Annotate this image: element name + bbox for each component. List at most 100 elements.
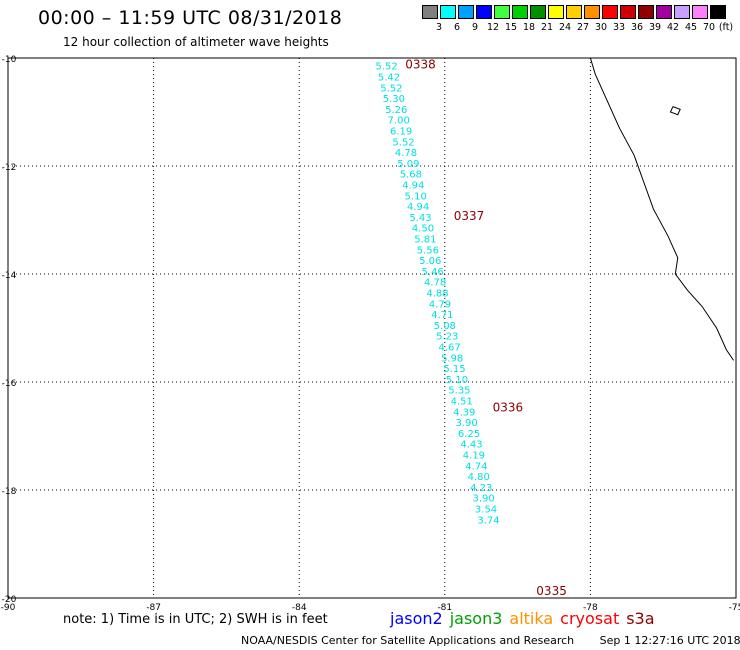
coastline [589,57,734,361]
wave-height-value: 5.46 [422,267,444,278]
wave-height-value: 4.67 [439,343,461,354]
y-tick-label: -12 [2,163,17,173]
legend-label: 36 [630,22,644,33]
legend-label: 42 [666,22,680,33]
satellite-jason3: jason3 [449,609,503,628]
legend-label: 27 [576,22,590,33]
y-tick-label: -16 [2,379,17,389]
legend-label: 18 [522,22,536,33]
map-title: 00:00 – 11:59 UTC 08/31/2018 [38,7,343,29]
legend-label: 3 [435,22,443,33]
legend-swatch [674,5,690,19]
units-note: note: 1) Time is in UTC; 2) SWH is in fe… [63,612,328,627]
wave-height-value: 4.80 [468,472,490,483]
wave-height-value: 5.98 [441,353,463,364]
wave-height-value: 4.94 [402,181,424,192]
wave-height-value: 5.52 [380,83,402,94]
x-tick-label: -81 [437,603,452,613]
wave-height-value: 4.43 [460,440,482,451]
satellite-s3a: s3a [626,609,655,628]
legend-swatch [422,5,438,19]
legend-unit: (ft) [718,22,734,33]
x-tick-label: -78 [583,603,598,613]
wave-height-value: 5.30 [383,94,405,105]
legend-swatch [512,5,528,19]
wave-height-value: 5.43 [409,213,431,224]
x-tick-label: -75 [729,603,740,613]
legend-swatch [548,5,564,19]
wave-height-value: 4.78 [395,148,417,159]
legend-label: 45 [684,22,698,33]
legend-label: 9 [471,22,479,33]
wave-height-value: 5.26 [385,105,407,116]
legend-swatch [458,5,474,19]
wave-height-value: 4.78 [424,278,446,289]
wave-height-value: 5.23 [436,332,458,343]
wave-height-value: 4.88 [426,289,448,300]
x-tick-label: -84 [292,603,307,613]
wave-height-value: 5.56 [417,245,439,256]
wave-height-value: 5.42 [378,73,400,84]
island-outline [669,106,681,116]
legend-label: 33 [612,22,626,33]
legend-swatch [530,5,546,19]
credit-text: NOAA/NESDIS Center for Satellite Applica… [241,634,575,647]
legend-swatch [710,5,726,19]
legend-label: 15 [504,22,518,33]
wave-height-value: 7.00 [388,116,410,127]
map-frame [7,57,737,599]
legend-label: 6 [453,22,461,33]
wave-height-value: 5.10 [405,191,427,202]
wave-height-value: 5.08 [434,321,456,332]
y-tick-label: -10 [2,55,17,65]
pass-time-label: 0337 [454,209,485,223]
legend-label: 30 [594,22,608,33]
wave-height-value: 4.19 [463,451,485,462]
wave-height-value: 5.15 [443,364,465,375]
legend-swatch [692,5,708,19]
wave-height-value: 5.68 [400,170,422,181]
x-tick-label: -87 [146,603,161,613]
legend-label: 70 [702,22,716,33]
legend-swatch [476,5,492,19]
wave-height-value: 4.79 [429,299,451,310]
wave-height-value: 6.19 [390,127,412,138]
wave-height-value: 3.90 [456,418,478,429]
legend-swatch [602,5,618,19]
satellite-cryosat: cryosat [560,609,620,628]
legend-swatch [440,5,456,19]
y-tick-label: -20 [2,595,17,605]
satellite-altika: altika [509,609,554,628]
legend-label: 39 [648,22,662,33]
legend-label: 12 [486,22,500,33]
wave-height-value: 6.25 [458,429,480,440]
wave-height-value: 4.39 [453,407,475,418]
wave-height-value: 5.06 [419,256,441,267]
legend-swatch [584,5,600,19]
wave-height-value: 5.52 [392,137,414,148]
wave-height-value: 4.50 [412,224,434,235]
wave-height-value: 5.35 [448,386,470,397]
pass-time-label: 0336 [493,401,524,415]
y-tick-label: -14 [2,271,17,281]
wave-height-value: 4.51 [451,397,473,408]
pass-time-label: 0335 [536,584,567,598]
map-subtitle: 12 hour collection of altimeter wave hei… [63,35,329,49]
legend-label: 21 [540,22,554,33]
legend-swatch [638,5,654,19]
legend-swatch [620,5,636,19]
wave-height-value: 3.90 [472,494,494,505]
wave-height-value: 5.10 [446,375,468,386]
wave-height-value: 4.94 [407,202,429,213]
legend-swatch [494,5,510,19]
x-tick-label: -90 [1,603,16,613]
pass-time-label: 0338 [405,58,436,72]
satellite-jason2: jason2 [390,609,443,628]
wave-height-value: 4.23 [470,483,492,494]
credit-line: NOAA/NESDIS Center for Satellite Applica… [241,634,740,647]
satellite-key: jason2 jason3 altika cryosat s3a [390,609,662,628]
legend-swatch [566,5,582,19]
y-tick-label: -18 [2,487,17,497]
legend-swatch [656,5,672,19]
